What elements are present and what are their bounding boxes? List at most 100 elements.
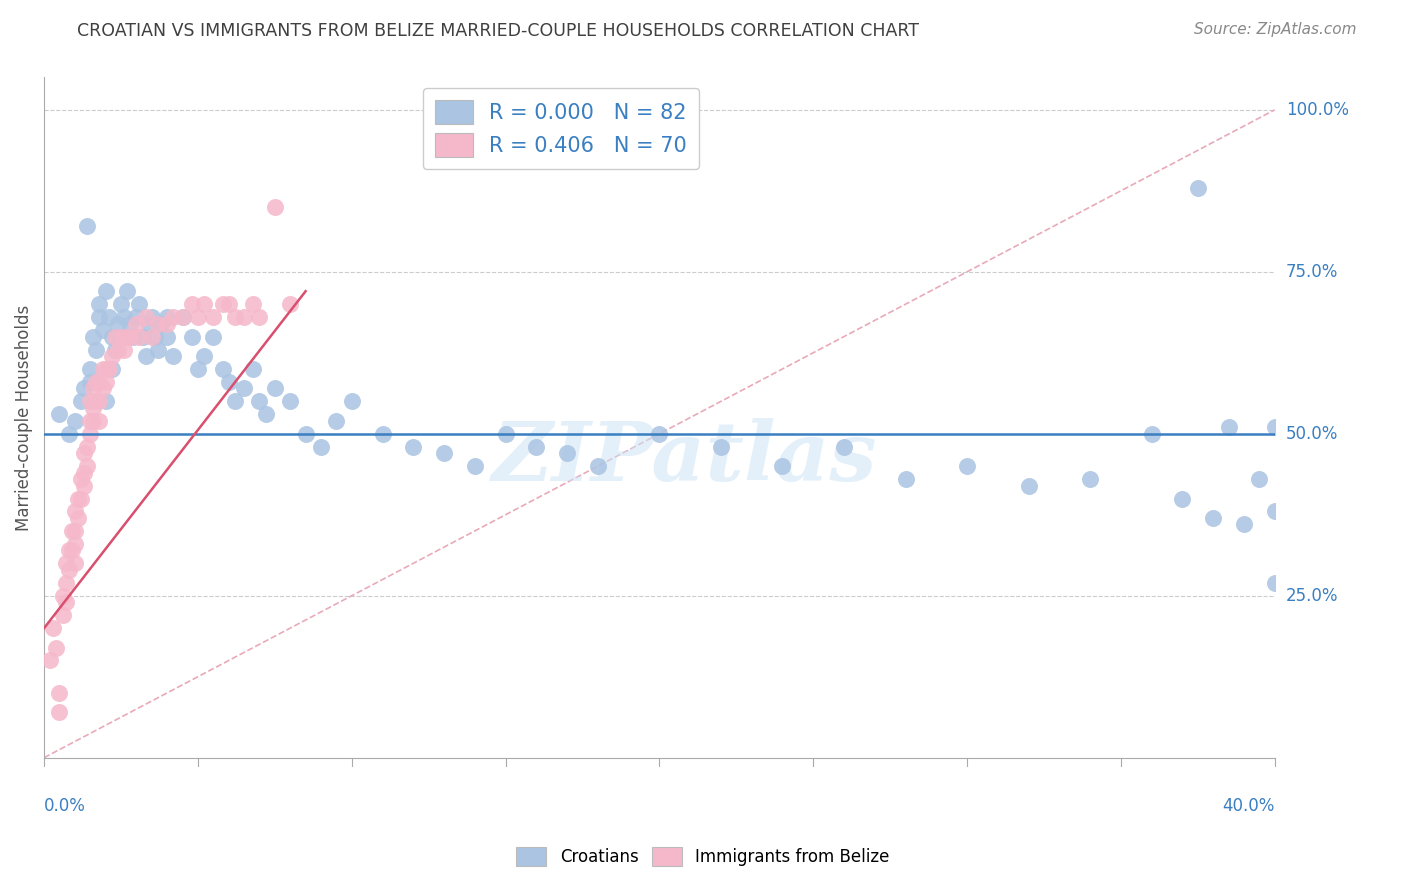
Point (555, 446, 578, 460)
Point (97, 362, 120, 376)
Point (86, 375, 108, 389)
Point (202, 329, 225, 343)
Point (772, 459, 794, 474)
Point (55, 575, 77, 590)
Text: 75.0%: 75.0% (1286, 263, 1339, 281)
Text: 25.0%: 25.0% (1286, 587, 1339, 605)
Point (180, 297, 202, 311)
Point (112, 343, 135, 357)
Point (52, 608, 75, 623)
Point (91, 362, 114, 376)
Point (125, 310, 148, 325)
Point (1078, 472, 1101, 486)
Point (433, 446, 456, 460)
Point (1264, 504, 1286, 518)
Point (89, 394, 111, 409)
Point (76, 219, 98, 234)
Point (187, 362, 209, 376)
Point (76, 459, 98, 474)
Point (309, 440, 332, 454)
Point (101, 329, 124, 343)
Text: 100.0%: 100.0% (1286, 101, 1348, 119)
Point (73, 466, 96, 480)
Point (162, 310, 184, 325)
Point (156, 329, 179, 343)
Point (101, 362, 124, 376)
Point (101, 349, 124, 363)
Point (48, 686, 70, 700)
Point (242, 297, 264, 311)
Point (156, 310, 179, 325)
Point (63, 504, 86, 518)
Point (73, 478, 96, 492)
Point (1171, 491, 1194, 506)
Point (340, 394, 363, 409)
Point (115, 329, 138, 343)
Point (94, 375, 117, 389)
Point (131, 329, 153, 343)
Point (82, 414, 104, 428)
Y-axis label: Married-couple Households: Married-couple Households (15, 304, 32, 531)
Point (233, 381, 256, 395)
Point (73, 446, 96, 460)
Point (249, 394, 271, 409)
Point (58, 563, 80, 577)
Point (187, 310, 209, 325)
Point (112, 310, 135, 325)
Point (89, 414, 111, 428)
Point (278, 297, 301, 311)
Point (193, 349, 215, 363)
Point (63, 537, 86, 551)
Point (82, 381, 104, 395)
Point (1140, 426, 1163, 441)
Point (233, 310, 256, 325)
Point (104, 329, 127, 343)
Point (73, 381, 96, 395)
Point (254, 407, 277, 421)
Point (150, 317, 173, 331)
Point (97, 310, 120, 325)
Point (141, 310, 163, 325)
Point (128, 297, 150, 311)
Point (60, 543, 83, 558)
Point (156, 317, 179, 331)
Point (45, 640, 67, 655)
Point (94, 394, 117, 409)
Point (242, 362, 264, 376)
Point (86, 343, 108, 357)
Point (138, 317, 160, 331)
Point (648, 426, 671, 441)
Point (55, 595, 77, 609)
Point (91, 381, 114, 395)
Point (79, 426, 101, 441)
Point (146, 343, 169, 357)
Point (82, 401, 104, 415)
Point (89, 310, 111, 325)
Point (42, 621, 65, 635)
Point (60, 524, 83, 538)
Point (70, 394, 93, 409)
Point (39, 653, 62, 667)
Point (146, 317, 169, 331)
Point (86, 394, 108, 409)
Point (464, 459, 486, 474)
Point (172, 310, 194, 325)
Point (832, 440, 855, 454)
Point (218, 297, 240, 311)
Point (1018, 478, 1040, 492)
Point (141, 329, 163, 343)
Point (1249, 472, 1271, 486)
Point (162, 349, 184, 363)
Point (193, 297, 215, 311)
Point (956, 459, 979, 474)
Point (218, 375, 240, 389)
Point (107, 317, 129, 331)
Point (70, 491, 93, 506)
Point (48, 706, 70, 720)
Point (66, 491, 89, 506)
Point (79, 414, 101, 428)
Point (325, 414, 347, 428)
Text: CROATIAN VS IMMIGRANTS FROM BELIZE MARRIED-COUPLE HOUSEHOLDS CORRELATION CHART: CROATIAN VS IMMIGRANTS FROM BELIZE MARRI… (77, 22, 920, 40)
Text: ZIPatlas: ZIPatlas (491, 418, 877, 499)
Point (58, 426, 80, 441)
